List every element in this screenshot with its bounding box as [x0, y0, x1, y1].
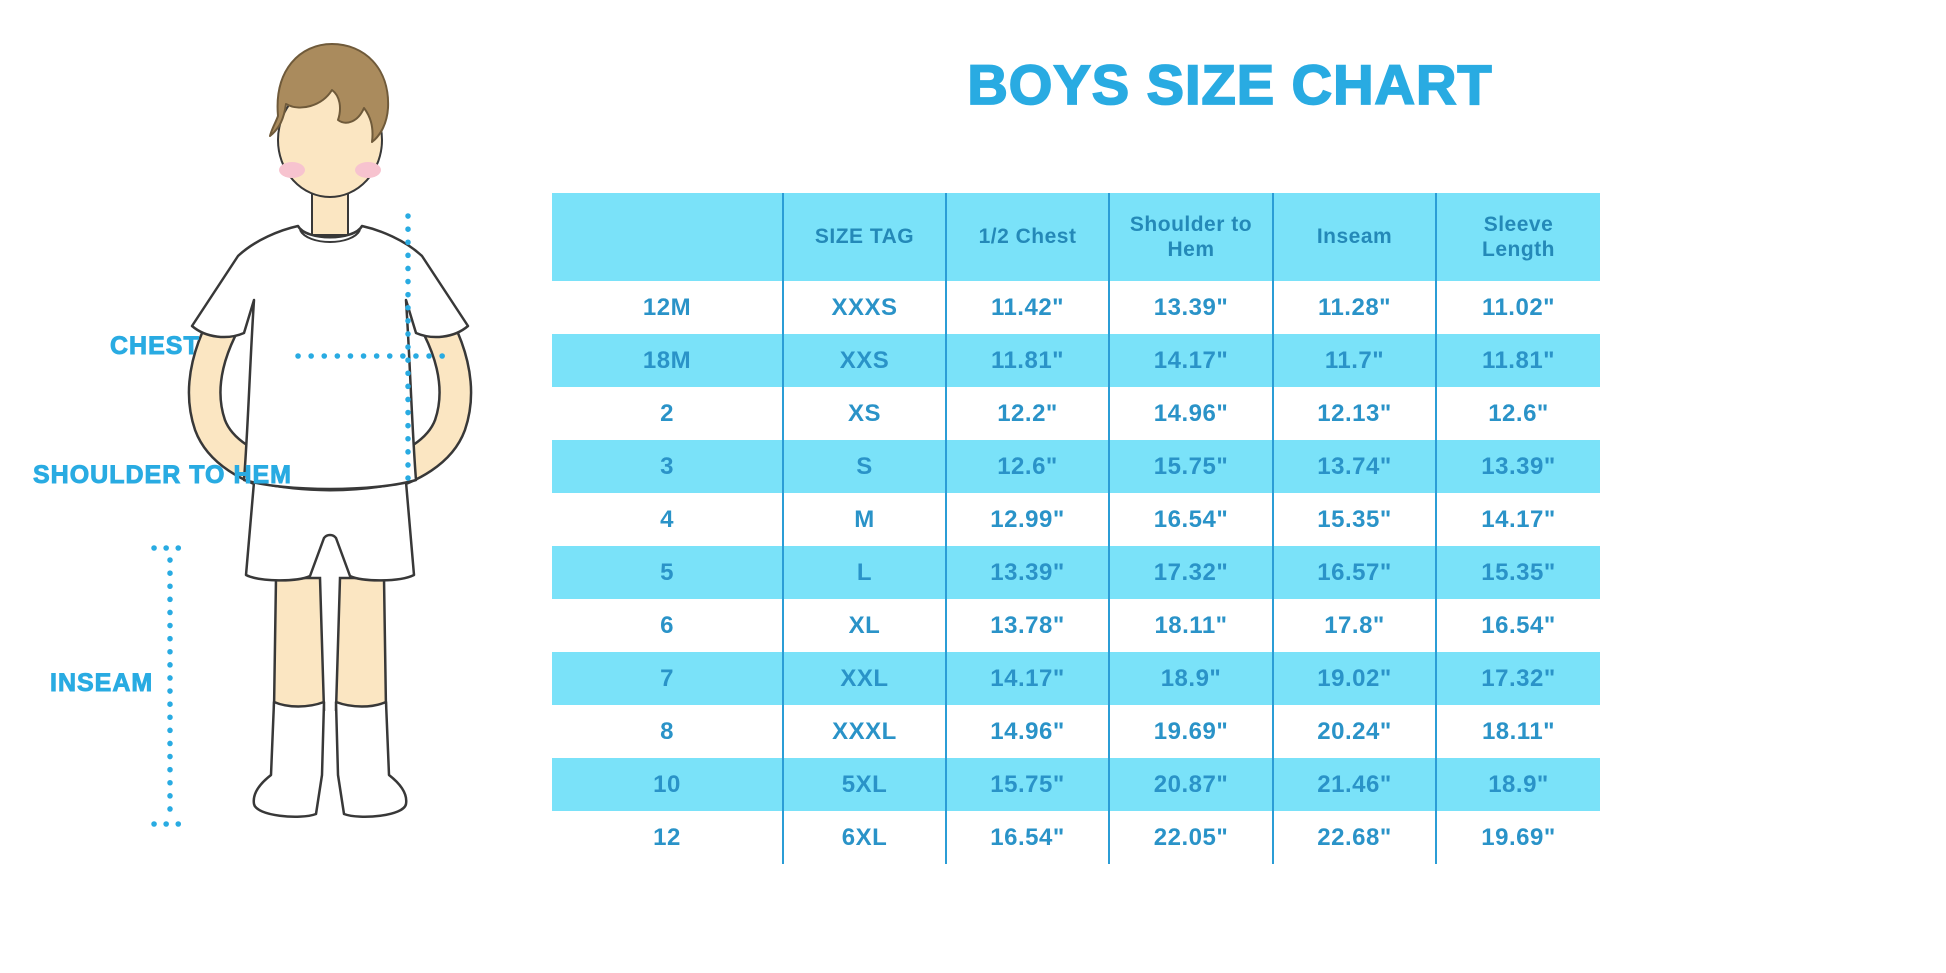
data-cell: 18.9" — [1437, 758, 1600, 811]
data-cell: 19.69" — [1110, 705, 1274, 758]
data-cell: 13.39" — [1110, 281, 1274, 334]
data-cell: 17.8" — [1274, 599, 1437, 652]
data-cell: 15.75" — [1110, 440, 1274, 493]
data-cell: 14.17" — [1481, 505, 1556, 533]
data-cell: XL — [784, 599, 947, 652]
data-cell: 12.13" — [1274, 387, 1437, 440]
data-cell: 14.17" — [1110, 334, 1274, 387]
data-cell: 6XL — [784, 811, 947, 864]
inseam-label: INSEAM — [50, 669, 154, 698]
data-cell: 12.6" — [1488, 399, 1549, 427]
data-cell: 14.96" — [947, 705, 1110, 758]
data-cell: 13.39" — [1437, 440, 1600, 493]
page-title: BOYS SIZE CHART — [966, 52, 1493, 117]
header-cell: Sleeve Length — [1437, 193, 1600, 281]
data-cell: 20.87" — [1110, 758, 1274, 811]
data-cell: 11.81" — [1437, 334, 1600, 387]
data-cell: 15.35" — [1437, 546, 1600, 599]
header-cell-blank — [552, 193, 784, 281]
data-cell: 5XL — [784, 758, 947, 811]
left-leg — [272, 576, 326, 716]
data-cell: 21.46" — [1274, 758, 1437, 811]
data-cell: 12.6" — [947, 440, 1110, 493]
data-cell: 12.99" — [947, 493, 1110, 546]
data-cell: 13.39" — [947, 546, 1110, 599]
right-sock — [334, 700, 408, 818]
header-cell: SIZE TAG — [784, 193, 947, 281]
header-cell: Inseam — [1274, 193, 1437, 281]
data-cell: L — [784, 546, 947, 599]
left-sock — [252, 700, 326, 818]
row-label: 8 — [552, 705, 784, 758]
data-cell: 18.11" — [1110, 599, 1274, 652]
data-cell: XXS — [784, 334, 947, 387]
data-cell: 11.28" — [1274, 281, 1437, 334]
data-cell: 19.02" — [1274, 652, 1437, 705]
row-label: 10 — [552, 758, 784, 811]
data-cell: 12.2" — [947, 387, 1110, 440]
data-cell: XXL — [784, 652, 947, 705]
data-cell: 16.54" — [1110, 493, 1274, 546]
left-cheek — [279, 162, 305, 178]
row-label: 2 — [552, 387, 784, 440]
shoulder-to-hem-label: SHOULDER TO HEM — [33, 461, 292, 490]
chest-label: CHEST — [110, 332, 200, 361]
data-cell: 18.11" — [1481, 717, 1556, 745]
row-label: 12 — [552, 811, 784, 864]
data-cell: 13.78" — [947, 599, 1110, 652]
data-cell: 11.02" — [1481, 293, 1556, 321]
row-label: 4 — [552, 493, 784, 546]
row-label: 6 — [552, 599, 784, 652]
row-label: 12M — [552, 281, 784, 334]
collar-line — [299, 229, 361, 243]
data-cell: 16.57" — [1274, 546, 1437, 599]
right-leg — [334, 576, 388, 716]
data-cell: XXXL — [784, 705, 947, 758]
data-cell: 14.96" — [1110, 387, 1274, 440]
shorts — [244, 480, 416, 582]
data-cell: 19.69" — [1481, 823, 1556, 851]
row-label: 18M — [552, 334, 784, 387]
data-cell: 16.54" — [947, 811, 1110, 864]
boy-illustration — [187, 43, 473, 818]
row-label: 3 — [552, 440, 784, 493]
row-label: 5 — [552, 546, 784, 599]
row-label: 7 — [552, 652, 784, 705]
data-cell: S — [784, 440, 947, 493]
data-cell: M — [784, 493, 947, 546]
data-cell: 11.7" — [1274, 334, 1437, 387]
data-cell: 22.05" — [1110, 811, 1274, 864]
data-cell: 16.54" — [1481, 611, 1556, 639]
hair — [269, 43, 390, 143]
data-cell: 17.32" — [1437, 652, 1600, 705]
data-cell: 15.75" — [947, 758, 1110, 811]
data-cell: XXXS — [784, 281, 947, 334]
header-cell: Shoulder to Hem — [1110, 193, 1274, 281]
data-cell: 22.68" — [1274, 811, 1437, 864]
data-cell: 11.42" — [947, 281, 1110, 334]
data-cell: 13.74" — [1274, 440, 1437, 493]
data-cell: 11.81" — [947, 334, 1110, 387]
data-cell: 14.17" — [947, 652, 1110, 705]
data-cell: 20.24" — [1274, 705, 1437, 758]
size-chart-table: SIZE TAG 1/2 Chest Shoulder to Hem Inseam Sl… — [552, 193, 1600, 864]
right-cheek — [355, 162, 381, 178]
data-cell: 15.35" — [1274, 493, 1437, 546]
header-cell: 1/2 Chest — [947, 193, 1110, 281]
data-cell: 18.9" — [1110, 652, 1274, 705]
data-cell: XS — [784, 387, 947, 440]
data-cell: 17.32" — [1110, 546, 1274, 599]
